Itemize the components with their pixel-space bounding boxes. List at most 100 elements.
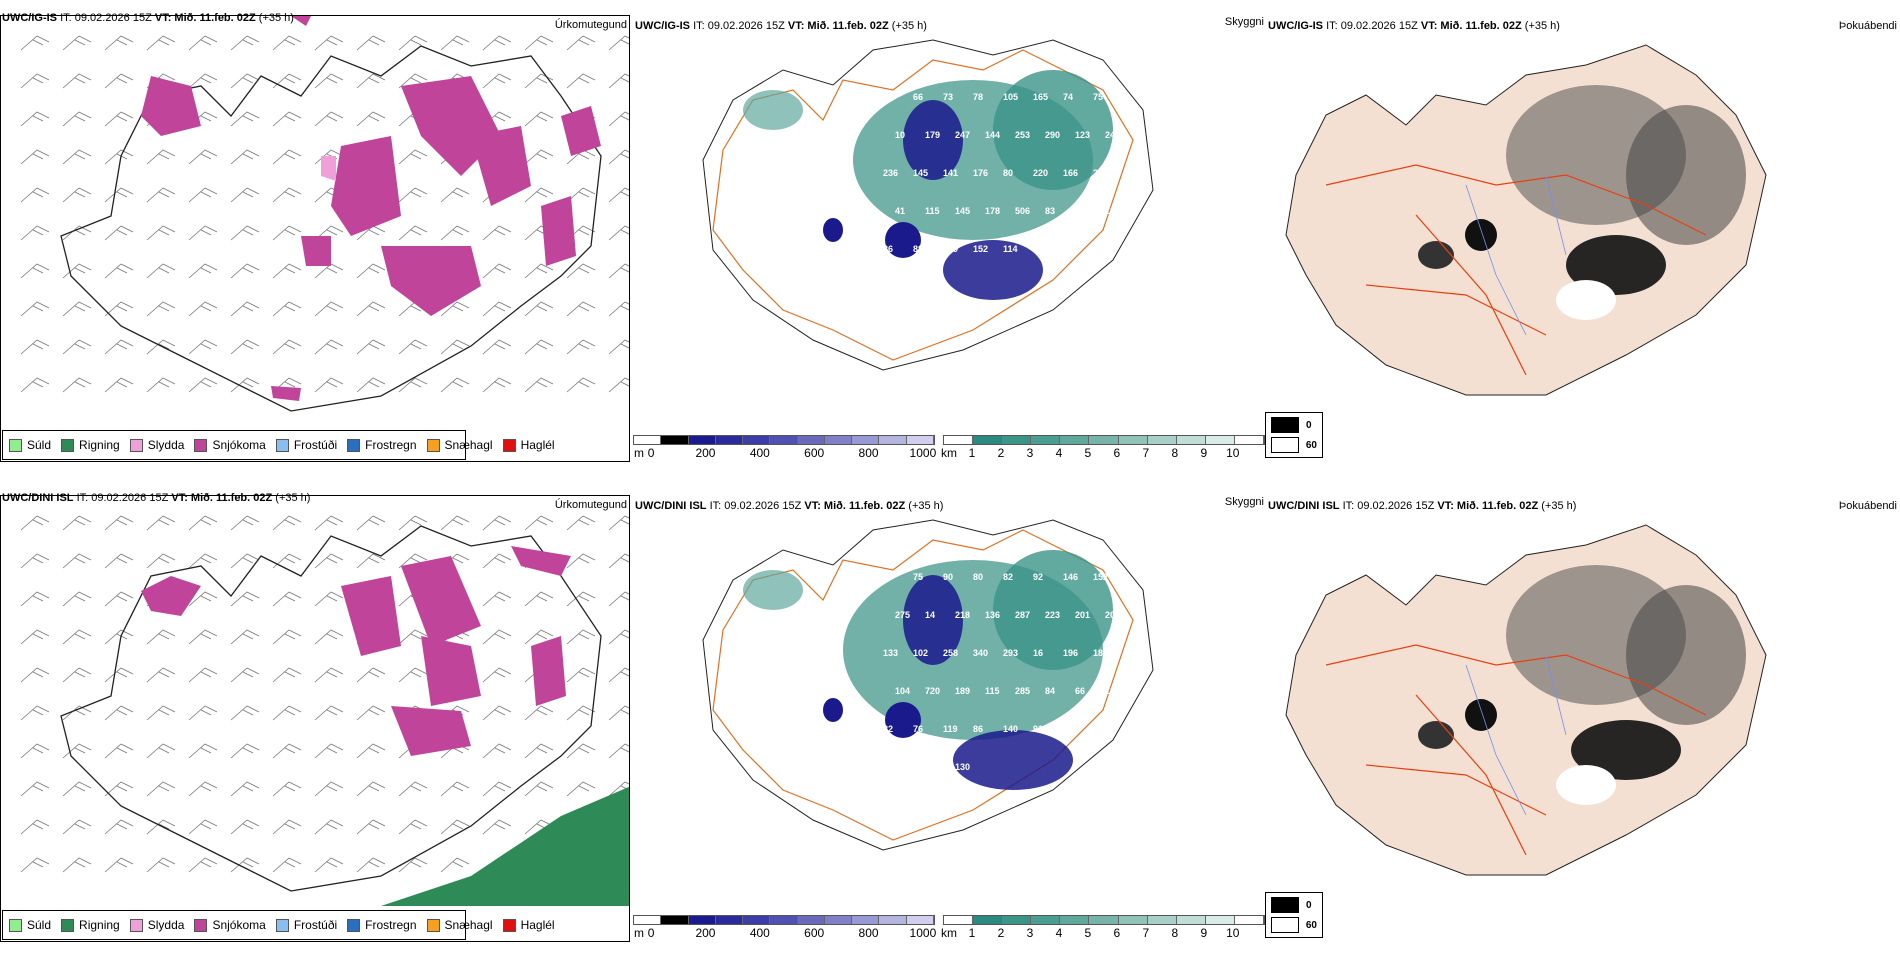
wind-barb (20, 149, 50, 165)
wind-barb (440, 301, 470, 317)
wind-barb (62, 263, 92, 279)
wind-barb (146, 377, 176, 393)
iceland-outline (702, 39, 1154, 371)
colorbar-swatch (688, 436, 716, 444)
colorbar-tick-label: 7 (1142, 446, 1150, 460)
wind-barb (104, 667, 134, 683)
wind-barb (608, 667, 629, 683)
wind-barb (314, 705, 344, 721)
visibility-value-label: 176 (973, 168, 988, 178)
wind-barb (482, 819, 512, 835)
wind-barb (398, 339, 428, 355)
visibility-value-label: 186 (1093, 648, 1108, 658)
wind-barb (230, 591, 260, 607)
wind-barb (20, 111, 50, 127)
wind-barb (272, 591, 302, 607)
wind-barb (566, 301, 596, 317)
wind-barb (482, 515, 512, 531)
wind-barb (314, 377, 344, 393)
fog-legend-label: 0 (1306, 419, 1312, 431)
colorbar-tick-label: 9 (1200, 446, 1208, 460)
visibility-value-label: 115 (985, 686, 1000, 696)
visibility-map: 79 66 73 78 105 165 74 75 10 179 247 144 253 290 123 24… (702, 39, 1154, 371)
wind-barb (146, 629, 176, 645)
visibility-value-label: 10 (895, 130, 905, 140)
precip-type-legend: Súld Rigning Slydda Snjókoma Frostúði Fr… (2, 910, 555, 940)
wind-barb (608, 743, 629, 759)
wind-barb (188, 629, 218, 645)
colorbar-tick-label: 200 (695, 446, 716, 460)
colorbar-swatch (1060, 436, 1090, 444)
colorbar-swatch (1205, 436, 1235, 444)
visibility-value-label: 285 (1015, 686, 1030, 696)
colorbar-swatch (906, 436, 934, 444)
legend-item-rain: Rigning (61, 918, 120, 932)
wind-barb (272, 339, 302, 355)
colorbar-tick-label: 1000 (909, 926, 937, 940)
wind-barb (272, 629, 302, 645)
legend-item-hail: Haglél (502, 438, 555, 452)
wind-barb (62, 819, 92, 835)
wind-barb (608, 705, 629, 721)
visibility-value-label: 141 (943, 168, 958, 178)
wind-barb (356, 339, 386, 355)
wind-barb (272, 301, 302, 317)
legend-label: Slydda (147, 438, 185, 452)
colorbar-swatch (1176, 916, 1206, 924)
legend-item-freezing-rain: Frostregn (347, 438, 417, 452)
precip-type-panel-row1: Súld Rigning Slydda Snjókoma Frostúði Fr… (0, 0, 633, 475)
colorbar-swatch (770, 916, 798, 924)
colorbar-swatch (1002, 436, 1032, 444)
legend-label: Snæhagl (444, 438, 493, 452)
wind-barb (440, 857, 470, 873)
visibility-value-label: 82 (883, 724, 893, 734)
wind-barb (62, 743, 92, 759)
wind-barb (566, 553, 596, 569)
visibility-value-label: 247 (955, 130, 970, 140)
visibility-value-label: 68 (883, 572, 893, 582)
wind-barb (62, 591, 92, 607)
snow-pellets-swatch (426, 438, 440, 452)
colorbar-swatch (661, 436, 689, 444)
wind-barb (272, 149, 302, 165)
legend-label: Frostúði (293, 918, 338, 932)
legend-item-snow-pellets: Snæhagl (426, 918, 493, 932)
wind-barb (104, 377, 134, 393)
visibility-value-label: 75 (1093, 92, 1103, 102)
wind-barb (566, 591, 596, 607)
visibility-value-label: 133 (883, 648, 898, 658)
wind-barb (188, 35, 218, 51)
visibility-value-label: 76 (913, 724, 923, 734)
wind-barb (314, 591, 344, 607)
wind-barb (146, 819, 176, 835)
wind-barb (62, 149, 92, 165)
visibility-value-label: 119 (943, 724, 958, 734)
wind-barb (146, 263, 176, 279)
wind-barb (314, 515, 344, 531)
wind-barb (104, 515, 134, 531)
panel-type-label: Úrkomutegund (554, 19, 627, 31)
colorbar-swatch (1147, 436, 1177, 444)
wind-barb (188, 263, 218, 279)
wind-barb (230, 35, 260, 51)
colorbar-swatch (715, 916, 744, 924)
wind-barb (482, 667, 512, 683)
wind-barb (272, 35, 302, 51)
freezing-rain-swatch (347, 918, 361, 932)
wind-barb (440, 187, 470, 203)
wind-barb (314, 857, 344, 873)
fog-legend-label: 60 (1305, 439, 1317, 451)
visibility-value-label: 84 (1045, 686, 1055, 696)
colorbar-swatch (1118, 436, 1148, 444)
wind-barb (524, 591, 554, 607)
wind-barb (356, 263, 386, 279)
colorbar-swatch (743, 436, 771, 444)
visibility-value-label: 73 (943, 92, 953, 102)
fog-map (1285, 524, 1767, 876)
wind-barb (188, 515, 218, 531)
wind-barb (566, 629, 596, 645)
wind-barb (20, 225, 50, 241)
wind-barb (104, 339, 134, 355)
legend-item-snow: Snjókoma (194, 918, 266, 932)
low-visibility-areas (743, 550, 1113, 790)
